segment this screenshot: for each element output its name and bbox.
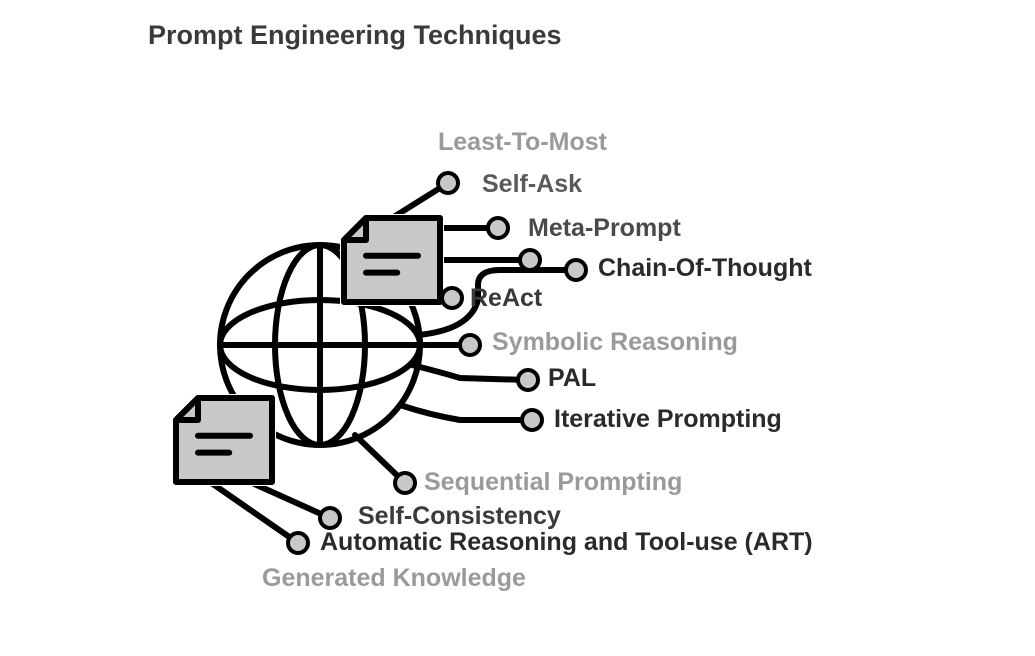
- node-self-consistency: [320, 508, 340, 528]
- node-pal: [518, 370, 538, 390]
- branch-self-consistency: [250, 482, 330, 518]
- label-self-ask: Self-Ask: [482, 170, 582, 199]
- node-meta-prompt: [520, 250, 540, 270]
- label-art: Automatic Reasoning and Tool-use (ART): [320, 528, 813, 557]
- node-react: [442, 288, 462, 308]
- branch-iterative-prompting: [400, 405, 532, 420]
- node-self-ask: [488, 218, 508, 238]
- label-sequential-prompting: Sequential Prompting: [424, 468, 682, 497]
- node-symbolic-reasoning: [460, 335, 480, 355]
- branch-art: [210, 482, 298, 543]
- label-iterative-prompting: Iterative Prompting: [554, 405, 782, 434]
- document-icon-top: [340, 214, 444, 306]
- label-pal: PAL: [548, 364, 596, 393]
- label-chain-of-thought: Chain-Of-Thought: [598, 254, 812, 283]
- document-icon-bottom: [172, 394, 276, 486]
- node-chain-of-thought: [566, 260, 586, 280]
- label-self-consistency: Self-Consistency: [358, 502, 561, 531]
- node-least-to-most: [438, 173, 458, 193]
- node-art: [288, 533, 308, 553]
- label-react: ReAct: [470, 284, 542, 313]
- label-symbolic-reasoning: Symbolic Reasoning: [492, 328, 738, 357]
- label-least-to-most: Least-To-Most: [438, 128, 607, 157]
- label-generated-knowledge: Generated Knowledge: [262, 564, 526, 593]
- node-sequential-prompting: [395, 473, 415, 493]
- label-meta-prompt: Meta-Prompt: [528, 214, 681, 243]
- branch-pal: [412, 365, 528, 380]
- node-iterative-prompting: [522, 410, 542, 430]
